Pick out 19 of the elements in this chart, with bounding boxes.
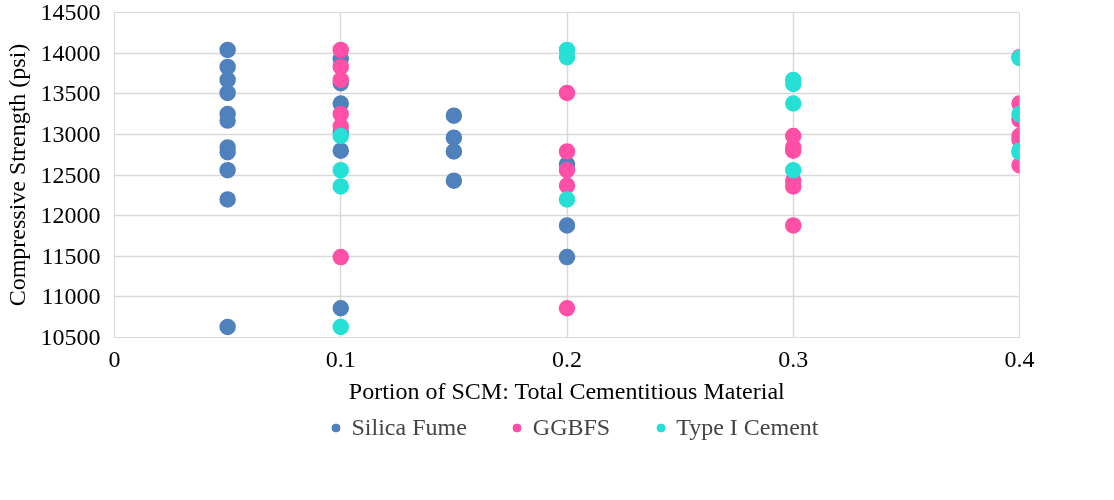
y-tick-label: 12500 [40, 161, 101, 188]
y-tick-label: 11000 [41, 283, 101, 310]
y-tick-label: 13500 [40, 80, 101, 107]
y-tick-label: 11500 [41, 242, 101, 269]
legend-label: Silica Fume [351, 413, 467, 441]
legend-label: GGBFS [532, 413, 611, 441]
x-tick-label: 0 [108, 345, 121, 372]
x-tick-label: 0.1 [325, 345, 356, 372]
x-tick-label: 0.2 [552, 345, 582, 372]
y-tick-label: 14000 [40, 39, 101, 66]
x-tick-label: 0.4 [1004, 345, 1035, 372]
y-tick-label: 14500 [40, 0, 101, 25]
x-axis-title: Portion of SCM: Total Cementitious Material [348, 377, 786, 404]
y-tick-label: 12000 [40, 202, 101, 229]
y-tick-label: 10500 [40, 324, 101, 350]
legend-label: Type I Cement [676, 413, 819, 441]
y-axis-title: Compressive Strength (psi) [3, 43, 30, 307]
x-tick-label: 0.3 [778, 345, 809, 372]
y-tick-label: 13000 [40, 120, 101, 147]
